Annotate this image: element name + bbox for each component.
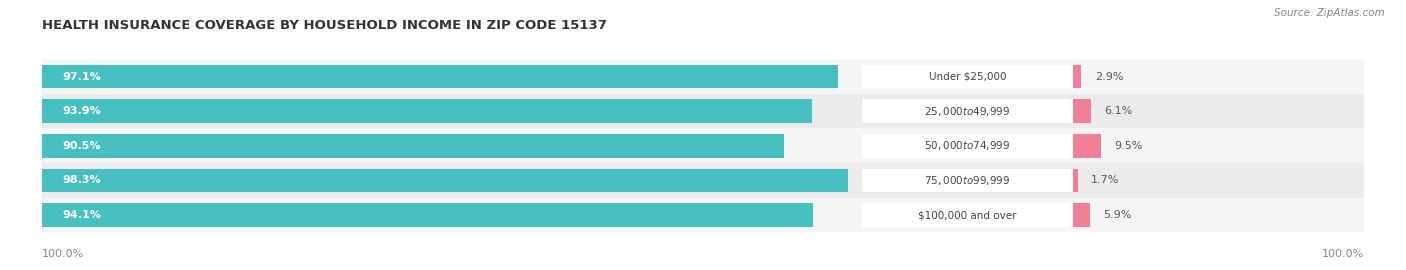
Text: $75,000 to $99,999: $75,000 to $99,999 bbox=[924, 174, 1011, 187]
Bar bbox=[42, 198, 1364, 232]
Text: 94.1%: 94.1% bbox=[62, 210, 101, 220]
Bar bbox=[42, 203, 813, 227]
Bar bbox=[1073, 203, 1090, 227]
Bar bbox=[42, 59, 1364, 94]
Text: $100,000 and over: $100,000 and over bbox=[918, 210, 1017, 220]
Text: 9.5%: 9.5% bbox=[1114, 141, 1142, 151]
Bar bbox=[1073, 169, 1078, 192]
Bar bbox=[862, 99, 1073, 123]
Text: 6.1%: 6.1% bbox=[1104, 106, 1132, 116]
Bar bbox=[42, 134, 783, 158]
Bar bbox=[42, 169, 848, 192]
Text: 97.1%: 97.1% bbox=[62, 72, 101, 82]
Bar bbox=[42, 65, 838, 88]
Text: $25,000 to $49,999: $25,000 to $49,999 bbox=[924, 105, 1011, 118]
Text: 93.9%: 93.9% bbox=[62, 106, 101, 116]
Text: 1.7%: 1.7% bbox=[1091, 176, 1119, 185]
Text: 100.0%: 100.0% bbox=[1322, 249, 1364, 259]
Bar bbox=[862, 203, 1073, 227]
Bar bbox=[862, 169, 1073, 192]
Bar bbox=[1073, 134, 1101, 158]
Text: HEALTH INSURANCE COVERAGE BY HOUSEHOLD INCOME IN ZIP CODE 15137: HEALTH INSURANCE COVERAGE BY HOUSEHOLD I… bbox=[42, 19, 607, 32]
Text: 2.9%: 2.9% bbox=[1095, 72, 1123, 82]
Bar bbox=[862, 134, 1073, 158]
Text: 90.5%: 90.5% bbox=[62, 141, 100, 151]
Bar bbox=[1073, 99, 1091, 123]
Text: 5.9%: 5.9% bbox=[1104, 210, 1132, 220]
Bar bbox=[862, 65, 1073, 88]
Bar bbox=[1073, 65, 1081, 88]
Text: 100.0%: 100.0% bbox=[42, 249, 84, 259]
Bar bbox=[42, 94, 1364, 129]
Bar bbox=[42, 99, 811, 123]
Text: $50,000 to $74,999: $50,000 to $74,999 bbox=[924, 139, 1011, 152]
Text: 98.3%: 98.3% bbox=[62, 176, 101, 185]
Text: Source: ZipAtlas.com: Source: ZipAtlas.com bbox=[1274, 8, 1385, 18]
Text: Under $25,000: Under $25,000 bbox=[928, 72, 1007, 82]
Bar bbox=[42, 129, 1364, 163]
Bar bbox=[42, 163, 1364, 198]
